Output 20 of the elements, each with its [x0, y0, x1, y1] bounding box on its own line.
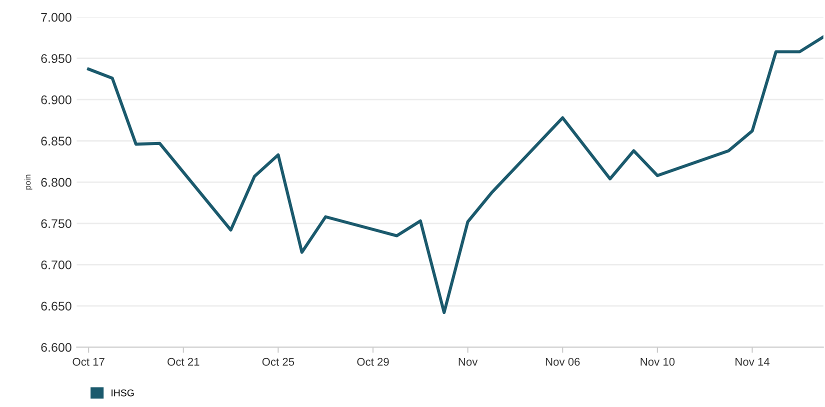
y-axis-title: poin [24, 174, 32, 190]
y-tick-label: 6.600 [41, 342, 72, 352]
x-tick-label: Nov 06 [546, 358, 580, 366]
y-tick-label: 6.900 [41, 95, 72, 104]
x-tick-label: Oct 25 [262, 358, 294, 366]
y-tick-label: 6.650 [41, 302, 72, 311]
y-tick-label: 6.750 [41, 219, 72, 228]
y-tick-label: 6.850 [41, 136, 72, 146]
x-tick-label: Nov [458, 358, 478, 366]
y-tick-label: 6.950 [41, 54, 72, 64]
legend-label: IHSG [112, 389, 134, 396]
y-tick-label: 6.700 [41, 260, 72, 270]
x-tick-label: Nov 14 [736, 358, 770, 366]
y-tick-label: 6.800 [41, 178, 72, 187]
x-tick-label: Oct 17 [72, 358, 104, 366]
y-tick-label: 7.000 [41, 12, 72, 22]
x-tick-label: Oct 21 [168, 358, 200, 366]
x-tick-label: Nov 10 [640, 358, 675, 366]
line-series [87, 35, 824, 314]
x-tick-label: Oct 29 [357, 358, 389, 366]
